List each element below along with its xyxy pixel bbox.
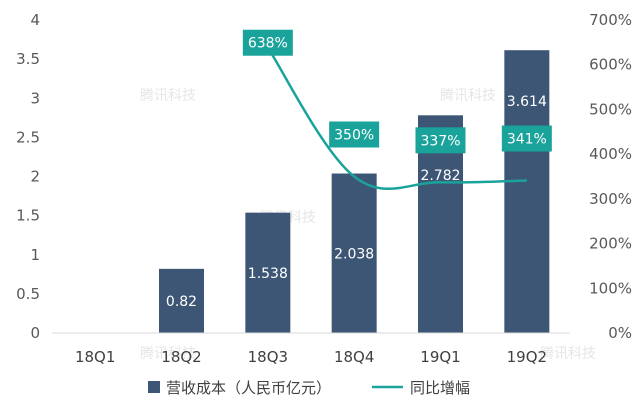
line-label-box-19Q2 — [501, 125, 552, 152]
watermark-text-1: 腾讯科技 — [440, 87, 496, 104]
left-tick-label: 2 — [30, 168, 40, 186]
legend-label-bar: 营收成本（人民币亿元） — [166, 379, 331, 397]
line-label-18Q4: 350% — [334, 128, 374, 144]
left-tick-label: 0 — [30, 324, 40, 342]
right-tick-label: 300% — [589, 190, 632, 208]
legend-swatch-bar — [148, 381, 160, 393]
line-label-19Q1: 337% — [420, 133, 460, 149]
left-y-axis: 0 0.5 1 1.5 2 2.5 3 3.5 4 — [16, 11, 40, 342]
line-label-18Q3: 638% — [248, 36, 288, 52]
x-axis: 18Q1 18Q2 18Q3 18Q4 19Q1 19Q2 — [52, 332, 570, 366]
line-path — [266, 47, 527, 191]
line-label-box-18Q4 — [329, 121, 380, 148]
category-label-18Q2: 18Q2 — [161, 348, 201, 366]
left-tick-label: 4 — [30, 11, 40, 29]
bar-label-18Q2: 0.82 — [166, 294, 197, 310]
bar-18Q3 — [245, 212, 291, 333]
category-label-19Q1: 19Q1 — [420, 348, 460, 366]
right-y-axis: 0% 100% 200% 300% 400% 500% 600% 700% — [589, 11, 632, 342]
bar-label-19Q1: 2.782 — [420, 168, 460, 184]
right-tick-label: 600% — [589, 56, 632, 74]
left-tick-label: 1.5 — [16, 207, 40, 225]
bar-label-18Q4: 2.038 — [334, 246, 374, 262]
left-tick-label: 0.5 — [16, 285, 40, 303]
bar-label-18Q3: 1.538 — [248, 266, 288, 282]
legend-label-line: 同比增幅 — [410, 379, 470, 397]
category-label-19Q2: 19Q2 — [507, 348, 547, 366]
right-tick-label: 700% — [589, 11, 632, 29]
watermark-text-3: 腾讯科技 — [140, 345, 196, 362]
watermark-text-4: 腾讯科技 — [540, 345, 596, 362]
line-label-19Q2: 341% — [507, 132, 547, 148]
bar-19Q2 — [504, 50, 550, 333]
right-tick-label: 0% — [608, 324, 632, 342]
category-label-18Q3: 18Q3 — [248, 348, 288, 366]
line-data-labels: 638% 350% 337% 341% — [242, 29, 552, 154]
line-series — [266, 47, 527, 191]
bar-data-labels: 0.82 1.538 2.038 2.782 3.614 — [166, 94, 547, 310]
left-tick-label: 3.5 — [16, 50, 40, 68]
category-label-18Q1: 18Q1 — [75, 348, 115, 366]
line-label-box-19Q1 — [415, 127, 466, 154]
bar-18Q2 — [159, 268, 204, 333]
bar-18Q4 — [331, 173, 377, 333]
right-tick-label: 500% — [589, 100, 632, 118]
left-tick-label: 1 — [30, 246, 40, 264]
line-label-box-18Q3 — [242, 29, 293, 56]
right-tick-label: 200% — [589, 235, 632, 253]
left-tick-label: 3 — [30, 89, 40, 107]
left-tick-label: 2.5 — [16, 128, 40, 146]
category-label-18Q4: 18Q4 — [334, 348, 374, 366]
right-tick-label: 100% — [589, 279, 632, 297]
bar-label-19Q2: 3.614 — [507, 94, 547, 110]
legend: 营收成本（人民币亿元） 同比增幅 — [148, 379, 470, 397]
right-tick-label: 400% — [589, 145, 632, 163]
watermark-text-0: 腾讯科技 — [140, 87, 196, 104]
